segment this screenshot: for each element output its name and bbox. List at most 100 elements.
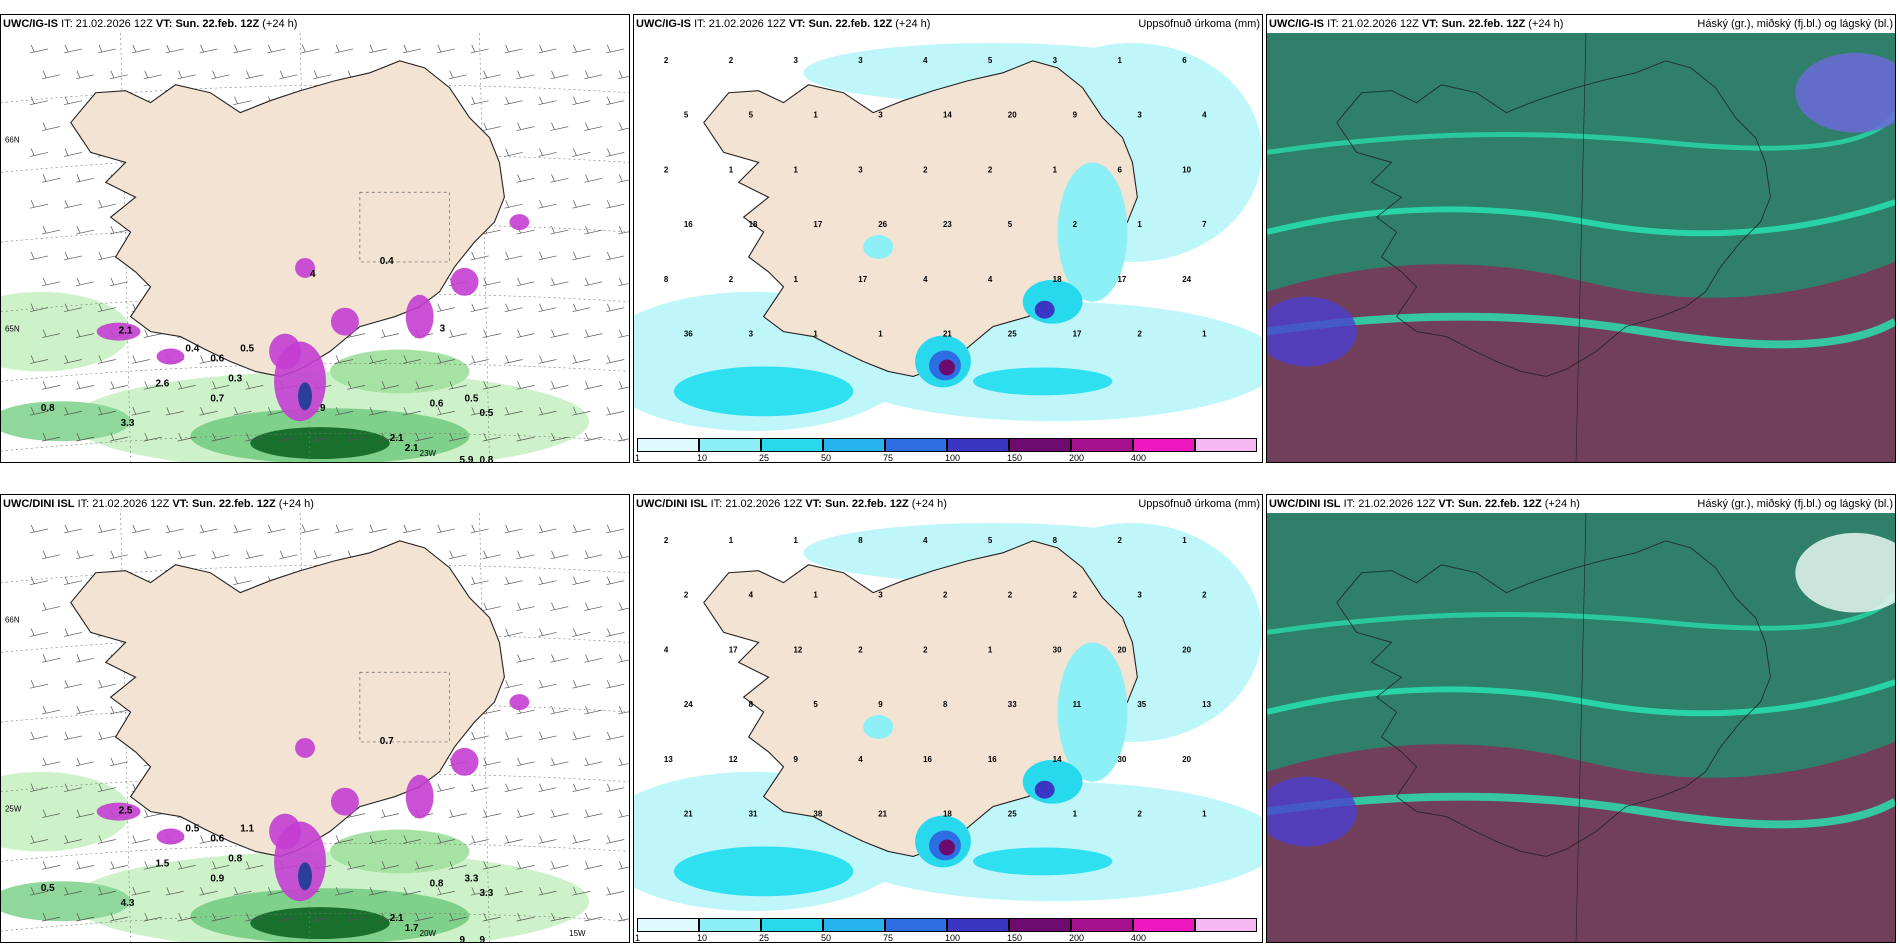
legend-label: 1 (635, 933, 641, 943)
value-label: 0.3 (228, 373, 242, 384)
model-name: UWC/IG-IS (1269, 18, 1324, 30)
precip-value: 8 (664, 275, 669, 284)
precip-value: 4 (858, 755, 863, 764)
precip-value: 4 (749, 591, 754, 600)
legend-label: 25 (759, 933, 770, 943)
it-label: IT: (710, 498, 723, 510)
precip-value: 38 (813, 810, 822, 819)
panel-ig-wind: UWC/IG-IS IT: 21.02.2026 12Z VT: Sun. 22… (0, 14, 630, 463)
value-label: 0.8 (430, 878, 444, 889)
precip-value: 16 (684, 220, 693, 229)
value-label: 1.1 (240, 824, 254, 835)
lead-time: (+24 h) (1528, 18, 1564, 30)
grid-label: 20W (420, 929, 437, 938)
vt-label: VT: (788, 18, 806, 30)
precip-value: 25 (1008, 330, 1017, 339)
precip-value: 1 (1182, 536, 1187, 545)
precip-value: 1 (793, 165, 798, 174)
precip-value: 2 (923, 165, 928, 174)
legend-label: 150 (1007, 933, 1023, 943)
precip-value: 9 (1073, 111, 1078, 120)
precip-value: 31 (749, 810, 758, 819)
precip-value: 1 (813, 591, 818, 600)
precip-value: 1 (1073, 810, 1078, 819)
legend-label: 200 (1069, 933, 1085, 943)
precip-value: 1 (729, 165, 734, 174)
precip-value: 3 (749, 330, 754, 339)
model-name: UWC/DINI ISL (636, 498, 708, 510)
legend-swatch (699, 918, 761, 932)
value-label: 2.1 (390, 913, 404, 924)
precip-value: 2 (1117, 536, 1122, 545)
value-label: 2.1 (119, 326, 133, 337)
value-label: 0.6 (210, 353, 224, 364)
precip-value: 6 (1182, 56, 1187, 65)
it-label: IT: (61, 18, 73, 30)
init-time: 21.02.2026 12Z (92, 498, 170, 510)
panel-title: Uppsöfnuð úrkoma (mm) (1138, 498, 1260, 510)
precip-value: 1 (1202, 330, 1207, 339)
precip-value: 3 (1137, 111, 1142, 120)
value-label: 0.5 (479, 408, 493, 419)
precip-value: 13 (1202, 700, 1211, 709)
legend-swatch (1009, 438, 1071, 452)
panel-header: UWC/DINI ISL IT: 21.02.2026 12Z VT: Sun.… (1, 495, 629, 513)
init-time: 21.02.2026 12Z (1358, 498, 1436, 510)
precip-value: 17 (729, 645, 738, 654)
grid-label: 23W (420, 449, 437, 458)
valid-time: Sun. 22.feb. 12Z (1457, 498, 1542, 510)
value-label: 3.3 (465, 873, 479, 884)
panel-title: Háský (gr.), miðský (fj.bl.) og lágský (… (1697, 18, 1893, 30)
legend-swatch (1009, 918, 1071, 932)
model-name: UWC/DINI ISL (1269, 498, 1341, 510)
value-label: 4.3 (121, 898, 135, 909)
legend-swatch (1133, 918, 1195, 932)
precip-value: 3 (1137, 591, 1142, 600)
precip-value: 6 (1117, 165, 1122, 174)
precip-value: 21 (943, 330, 952, 339)
value-label: 9 (479, 935, 485, 942)
legend-swatch (1071, 918, 1133, 932)
precip-value: 2 (1137, 810, 1142, 819)
value-label: 0.8 (41, 403, 55, 414)
valid-time: Sun. 22.feb. 12Z (808, 18, 893, 30)
value-label: 3 (440, 324, 446, 335)
value-label: 0.5 (41, 883, 55, 894)
legend-label: 10 (697, 453, 708, 463)
legend-label: 400 (1131, 453, 1147, 463)
legend-label: 50 (821, 933, 832, 943)
precip-value: 1 (813, 330, 818, 339)
init-time: 21.02.2026 12Z (1341, 18, 1419, 30)
precip-value: 2 (943, 591, 948, 600)
precip-value: 26 (878, 220, 887, 229)
panel-ig-cloud: UWC/IG-IS IT: 21.02.2026 12Z VT: Sun. 22… (1266, 14, 1896, 463)
legend-swatch (885, 438, 947, 452)
value-label: 9 (320, 403, 326, 414)
precip-value: 3 (878, 591, 883, 600)
legend-label: 50 (821, 453, 832, 463)
precip-value: 25 (1008, 810, 1017, 819)
precip-value: 2 (729, 275, 734, 284)
precip-value: 4 (1202, 111, 1207, 120)
value-label: 0.8 (479, 455, 493, 462)
legend-swatch (761, 918, 823, 932)
precip-value: 2 (1073, 220, 1078, 229)
precip-value: 35 (1137, 700, 1146, 709)
value-label: 9 (460, 935, 466, 942)
vt-label: VT: (1438, 498, 1455, 510)
precip-value: 3 (793, 56, 798, 65)
vt-label: VT: (172, 498, 189, 510)
precip-value: 1 (793, 536, 798, 545)
value-label: 2.6 (156, 378, 170, 389)
value-label: 0.5 (185, 824, 199, 835)
value-label: 2.5 (119, 806, 133, 817)
precip-value: 7 (1202, 220, 1207, 229)
precip-value: 1 (988, 645, 993, 654)
value-label: 0.9 (210, 873, 224, 884)
legend-swatch (761, 438, 823, 452)
precip-value: 5 (988, 536, 993, 545)
panel-dini-precip: UWC/DINI ISL IT: 21.02.2026 12Z VT: Sun.… (633, 494, 1263, 943)
cloud-map (1267, 33, 1895, 462)
precip-value: 2 (664, 536, 669, 545)
precip-value: 4 (923, 536, 928, 545)
